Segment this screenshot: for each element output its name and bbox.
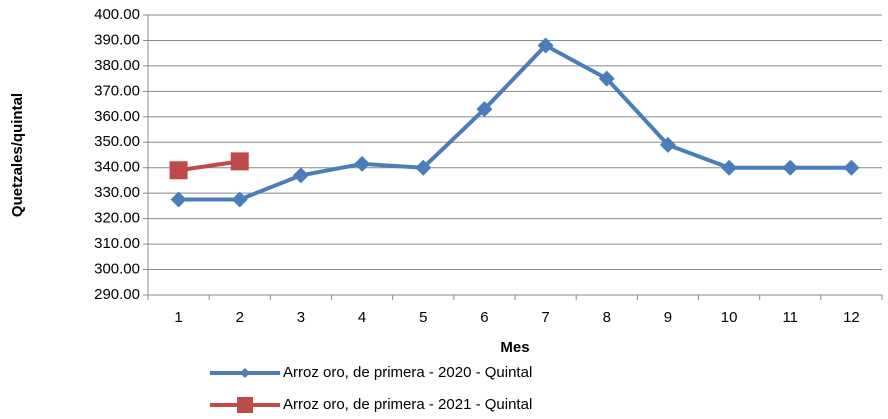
data-point bbox=[537, 37, 554, 54]
x-tick-label: 10 bbox=[721, 309, 738, 326]
data-point bbox=[598, 70, 615, 87]
data-point bbox=[476, 101, 493, 118]
y-tick-label: 390.00 bbox=[94, 31, 140, 48]
legend-label: Arroz oro, de primera - 2021 - Quintal bbox=[283, 396, 532, 413]
data-point bbox=[782, 159, 799, 176]
data-point bbox=[415, 159, 432, 176]
series-line bbox=[178, 159, 241, 173]
x-tick-label: 11 bbox=[782, 309, 798, 326]
x-tick-label: 5 bbox=[419, 309, 427, 326]
y-tick-label: 300.00 bbox=[94, 261, 140, 278]
y-tick-label: 360.00 bbox=[94, 108, 140, 125]
x-tick-label: 12 bbox=[843, 309, 860, 326]
y-tick-label: 370.00 bbox=[94, 82, 140, 99]
data-point bbox=[659, 136, 676, 153]
x-tick-label: 4 bbox=[358, 309, 366, 326]
y-tick-label: 350.00 bbox=[94, 133, 140, 150]
x-tick-label: 1 bbox=[174, 309, 182, 326]
y-axis-title: Quetzales/quintal bbox=[9, 93, 26, 217]
x-tick-label: 6 bbox=[480, 309, 488, 326]
y-tick-label: 320.00 bbox=[94, 210, 140, 227]
data-point bbox=[169, 161, 188, 180]
data-point bbox=[231, 191, 248, 208]
x-tick-label: 9 bbox=[664, 309, 672, 326]
y-tick-label: 340.00 bbox=[94, 159, 140, 176]
data-point bbox=[354, 155, 371, 172]
legend-label: Arroz oro, de primera - 2020 - Quintal bbox=[283, 364, 532, 381]
y-tick-label: 310.00 bbox=[94, 235, 140, 252]
y-tick-label: 400.00 bbox=[94, 6, 140, 23]
x-axis-title: Mes bbox=[500, 339, 529, 356]
y-tick-label: 330.00 bbox=[94, 184, 140, 201]
x-tick-label: 7 bbox=[541, 309, 549, 326]
legend-marker bbox=[240, 368, 250, 378]
x-tick-label: 2 bbox=[236, 309, 244, 326]
series-line bbox=[178, 43, 852, 202]
data-point bbox=[292, 167, 309, 184]
data-point bbox=[230, 152, 249, 171]
legend-marker bbox=[237, 397, 253, 413]
data-point bbox=[170, 191, 187, 208]
data-point bbox=[721, 159, 738, 176]
y-tick-label: 380.00 bbox=[94, 57, 140, 74]
data-point bbox=[843, 159, 860, 176]
x-tick-label: 3 bbox=[297, 309, 305, 326]
y-tick-label: 290.00 bbox=[94, 286, 140, 303]
x-tick-label: 8 bbox=[603, 309, 611, 326]
